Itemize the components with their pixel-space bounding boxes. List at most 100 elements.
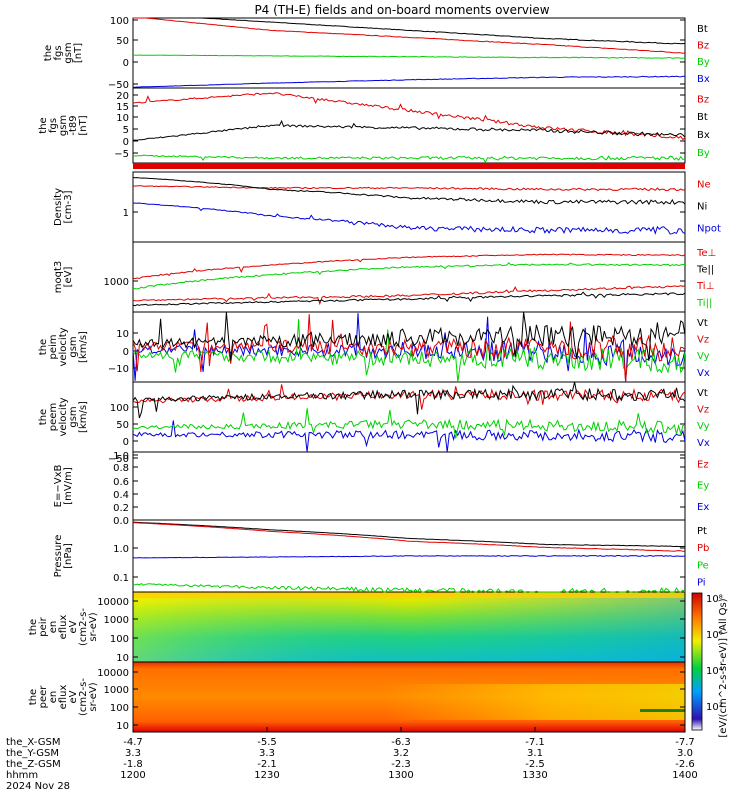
series-bt-line [133, 17, 686, 45]
colorbar-label: [eV/(cm^2-s-sr-eV)] (All Qs) [718, 598, 729, 737]
x-row-label: the_Z-GSM [6, 759, 61, 770]
series-ti-line [132, 253, 686, 280]
x-tick-label: -6.3 [391, 737, 411, 748]
series-vx-line [132, 420, 686, 453]
y-tick-label: 50 [116, 420, 129, 431]
y-axis-label: eV [68, 620, 79, 633]
legend-vy: Vy [697, 421, 710, 432]
y-tick-label: 100 [110, 703, 129, 714]
series-pe-line [132, 583, 686, 594]
legend-vz: Vz [697, 405, 709, 416]
x-tick-label: -2.3 [391, 759, 411, 770]
series-te-line [132, 291, 686, 307]
y-tick-label: 0.2 [113, 503, 129, 514]
y-tick-label: 10000 [97, 668, 129, 679]
legend-ne: Ne [697, 180, 711, 191]
y-axis-label: velocity [58, 397, 69, 436]
legend-pt: Pt [697, 526, 707, 537]
y-tick-label: 100 [110, 403, 129, 414]
panel-peir: 10000 1000 100 10 the peir en eflux eV (cm2-s-sr-… [28, 591, 686, 664]
panel-density: 1 Density [cm-3] Ne Ni Npot [53, 171, 721, 243]
y-tick-label: 10 [116, 721, 129, 732]
y-tick-label: 0.1 [113, 573, 129, 584]
series-ne-line [132, 185, 686, 192]
x-row-label: the_Y-GSM [6, 748, 59, 759]
chart-title: P4 (TH-E) fields and on-board moments ov… [254, 3, 549, 17]
peer-spectrogram-feature [640, 709, 685, 712]
y-tick-label: 1 [123, 208, 129, 219]
x-tick-label: -7.7 [675, 737, 695, 748]
y-tick-label: −5 [114, 149, 129, 160]
y-tick-label: 0 [123, 347, 129, 358]
legend-pi: Pi [697, 577, 706, 588]
series-by-line [132, 154, 686, 164]
legend-ni: Ni [697, 202, 707, 213]
y-axis-label: fgs [53, 45, 64, 60]
y-axis-label: [nT] [78, 115, 89, 135]
series-ti-line [132, 262, 685, 290]
legend-bt: Bt [697, 24, 708, 35]
legend-bz: Bz [697, 94, 709, 105]
y-axis-label: eflux [58, 615, 69, 640]
y-axis-label: velocity [58, 327, 69, 366]
y-tick-label: 0 [123, 137, 129, 148]
y-axis-label: [km/s] [78, 401, 89, 433]
colorbar-tick: 10⁸ [706, 594, 723, 605]
series-vy-line [132, 408, 686, 439]
legend-vy: Vy [697, 351, 710, 362]
y-axis-label: -t89 [68, 115, 79, 135]
series-pt-line [132, 521, 686, 548]
y-axis-label: fgs [48, 118, 59, 133]
y-tick-label: 100 [110, 16, 129, 27]
legend-vx: Vx [697, 368, 710, 379]
y-axis-label: [cm-3] [63, 190, 74, 223]
x-axis-labels: the_X-GSM -4.7 -5.5 -6.3 -7.1 -7.7 the_Y-GSM 3.… [6, 727, 698, 792]
y-tick-label: 10 [116, 653, 129, 664]
legend-by: By [697, 57, 710, 68]
y-axis-label: Density [53, 188, 64, 226]
y-tick-label: 0 [123, 437, 129, 448]
y-tick-label: 1.0 [113, 544, 129, 555]
y-tick-label: 0.0 [113, 516, 129, 527]
y-axis-label: (cm2-s- [78, 608, 89, 646]
y-axis-label: Pressure [53, 535, 64, 578]
y-axis-label: the [28, 689, 39, 705]
panel-frame [132, 451, 686, 521]
legend-pb: Pb [697, 543, 709, 554]
x-tick-label: -2.1 [257, 759, 277, 770]
x-row-label: the_X-GSM [6, 737, 60, 748]
y-axis-label: [mV/m] [63, 467, 74, 505]
y-axis-label: the [38, 409, 49, 425]
y-axis-label: E=−VxB [53, 465, 64, 508]
y-axis-label: gsm [68, 336, 79, 357]
panel-vi: 10 0 −10 the peim velocity gsm [km/s] Vt Vz Vy Vx [38, 311, 710, 383]
y-axis-label: peim [48, 334, 59, 359]
legend-vt: Vt [697, 388, 708, 399]
x-tick-label: 1300 [388, 770, 413, 781]
y-axis-label: peer [38, 685, 49, 709]
legend-vz: Vz [697, 335, 709, 346]
y-axis-label: eflux [58, 685, 69, 710]
legend-bt: Bt [697, 112, 708, 123]
peer-spectrogram-overlay [133, 684, 685, 720]
x-tick-label: 3.3 [259, 748, 275, 759]
y-tick-label: 50 [116, 36, 129, 47]
y-tick-label: 0 [123, 58, 129, 69]
x-tick-label: 3.0 [677, 748, 693, 759]
colorbar-gradient [691, 592, 703, 731]
y-axis-label: the [43, 45, 54, 61]
legend-bx: Bx [697, 74, 710, 85]
y-axis-label: [km/s] [78, 331, 89, 363]
y-axis-label: en [48, 621, 59, 634]
y-axis-label: the [38, 339, 49, 355]
y-tick-label: 0.4 [113, 490, 129, 501]
legend-vx: Vx [697, 438, 710, 449]
legend-bz: Bz [697, 41, 709, 52]
x-row-label: hhmm [6, 770, 38, 781]
y-axis-label: gsm [58, 115, 69, 136]
panel-frame [132, 87, 686, 164]
y-axis-label: peem [48, 403, 59, 431]
y-tick-label: −50 [108, 80, 129, 91]
